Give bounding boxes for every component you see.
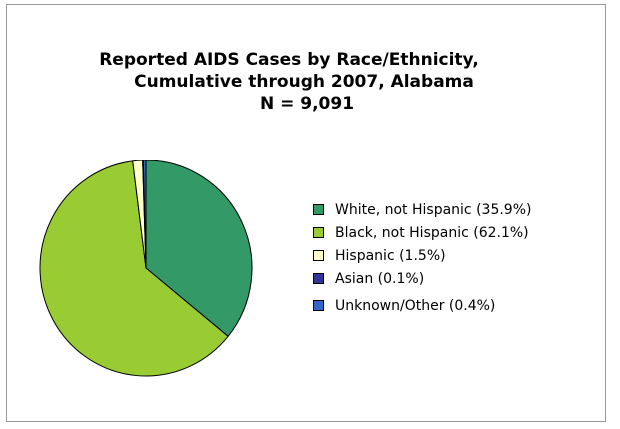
legend-swatch bbox=[313, 204, 324, 215]
pie-slice-1 bbox=[39, 160, 229, 377]
legend-label: Black, not Hispanic (62.1%) bbox=[335, 224, 529, 241]
legend-item-unknown: Unknown/Other (0.4%) bbox=[313, 294, 531, 317]
chart-subtitle: Cumulative through 2007, Alabama bbox=[134, 72, 474, 92]
chart-title: Reported AIDS Cases by Race/Ethnicity, bbox=[99, 50, 479, 70]
pie-chart bbox=[39, 160, 253, 377]
legend-swatch bbox=[313, 273, 324, 284]
legend: White, not Hispanic (35.9%) Black, not H… bbox=[313, 198, 531, 317]
legend-item-asian: Asian (0.1%) bbox=[313, 267, 531, 290]
legend-swatch bbox=[313, 250, 324, 261]
pie-slices bbox=[39, 160, 253, 377]
chart-note: N = 9,091 bbox=[259, 94, 355, 114]
legend-label: Asian (0.1%) bbox=[335, 270, 425, 287]
legend-item-hispanic: Hispanic (1.5%) bbox=[313, 244, 531, 267]
legend-label: Unknown/Other (0.4%) bbox=[335, 297, 496, 314]
legend-swatch bbox=[313, 227, 324, 238]
pie-slice-0 bbox=[145, 160, 253, 337]
legend-item-black: Black, not Hispanic (62.1%) bbox=[313, 221, 531, 244]
pie-slice-4 bbox=[142, 160, 147, 269]
legend-swatch bbox=[313, 300, 324, 311]
legend-item-white: White, not Hispanic (35.9%) bbox=[313, 198, 531, 221]
chart-title-block: Reported AIDS Cases by Race/Ethnicity, C… bbox=[67, 49, 547, 115]
legend-label: Hispanic (1.5%) bbox=[335, 247, 446, 264]
legend-label: White, not Hispanic (35.9%) bbox=[335, 201, 532, 218]
